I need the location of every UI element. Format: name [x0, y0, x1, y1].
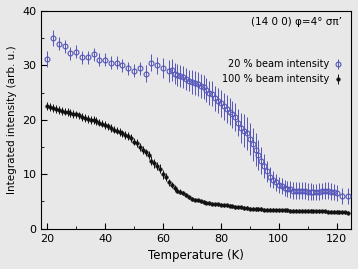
Legend: 20 % beam intensity, 100 % beam intensity: 20 % beam intensity, 100 % beam intensit… [222, 59, 343, 84]
Y-axis label: Integrated intensity (arb. u.): Integrated intensity (arb. u.) [7, 45, 17, 194]
X-axis label: Temperature (K): Temperature (K) [148, 249, 244, 262]
Text: (14 0 0) φ=4° σπ’: (14 0 0) φ=4° σπ’ [251, 17, 342, 27]
